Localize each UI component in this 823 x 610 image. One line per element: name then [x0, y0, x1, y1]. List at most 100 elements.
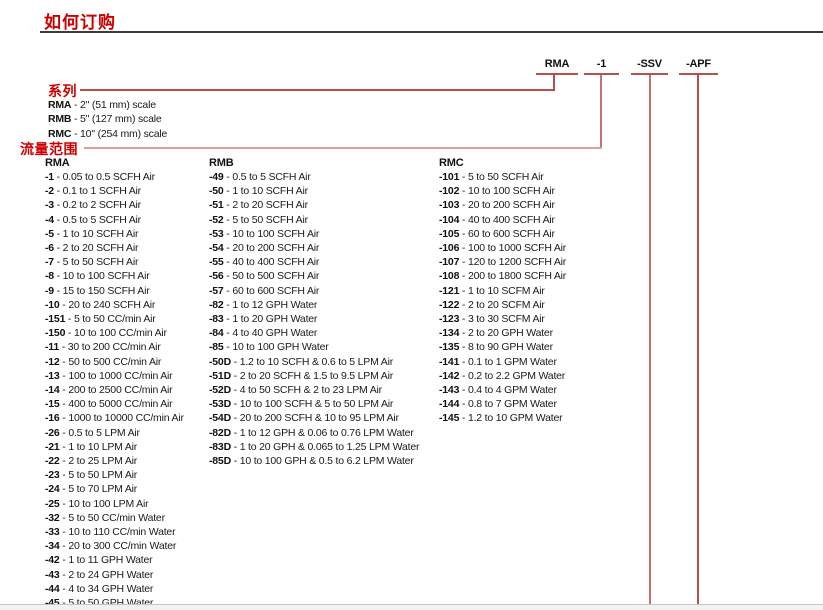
flow-range-desc: 10 to 100 SCFH & 5 to 50 LPM Air: [239, 398, 394, 411]
code-desc-separator: -: [459, 270, 468, 283]
flow-range-row: -49 - 0.5 to 5 SCFH Air: [209, 170, 419, 184]
flow-range-desc: 120 to 1200 SCFH Air: [467, 256, 567, 269]
flow-range-row: -24 - 5 to 70 LPM Air: [45, 482, 184, 496]
flow-range-desc: 50 to 500 SCFH Air: [232, 270, 320, 283]
flow-range-row: -104 - 40 to 400 SCFH Air: [439, 213, 566, 227]
code-desc-separator: -: [59, 412, 69, 425]
connector-vertical-flow-range: [600, 75, 602, 149]
code-desc-separator: -: [59, 582, 69, 595]
code-desc-separator: -: [459, 355, 468, 368]
flow-range-code: -122: [439, 298, 460, 311]
code-desc-separator: -: [459, 384, 468, 397]
flow-range-row: -33 - 10 to 110 CC/min Water: [45, 525, 184, 539]
code-desc-separator: -: [59, 483, 69, 496]
code-desc-separator: -: [459, 327, 468, 340]
flow-range-desc: 2 to 20 SCFH Air: [232, 199, 308, 212]
flow-range-desc: 1 to 11 GPH Water: [68, 554, 153, 567]
flow-range-code: -108: [439, 270, 460, 283]
flow-range-row: -53 - 10 to 100 SCFH Air: [209, 227, 419, 241]
flow-range-desc: 60 to 600 SCFH Air: [467, 227, 555, 240]
flow-range-row: -23 - 5 to 50 LPM Air: [45, 468, 184, 482]
code-underline-flow-range: [584, 73, 619, 75]
flow-range-row: -134 - 2 to 20 GPH Water: [439, 326, 566, 340]
flow-range-row: -6 - 2 to 20 SCFH Air: [45, 241, 184, 255]
flow-range-desc: 2 to 20 SCFM Air: [467, 298, 545, 311]
code-desc-separator: -: [59, 526, 69, 539]
flow-range-row: -44 - 4 to 34 GPH Water: [45, 582, 184, 596]
flow-range-row: -107 - 120 to 1200 SCFH Air: [439, 255, 566, 269]
flow-range-row: -8 - 10 to 100 SCFH Air: [45, 269, 184, 283]
flow-range-desc: 50 to 500 CC/min Air: [68, 355, 162, 368]
code-desc-separator: -: [230, 412, 240, 425]
flow-range-row: -4 - 0.5 to 5 SCFH Air: [45, 213, 184, 227]
flow-range-code: -102: [439, 185, 460, 198]
connector-horizontal-flow-range: [84, 147, 602, 149]
code-desc-separator: -: [459, 341, 468, 354]
code-desc-separator: -: [59, 426, 69, 439]
flow-range-row: -105 - 60 to 600 SCFH Air: [439, 227, 566, 241]
flow-range-row: -52 - 5 to 50 SCFH Air: [209, 213, 419, 227]
flow-range-row: -82 - 1 to 12 GPH Water: [209, 298, 419, 312]
code-underline-ssv: [631, 73, 668, 75]
connector-vertical-ssv: [649, 75, 651, 604]
flow-range-row: -10 - 20 to 240 SCFH Air: [45, 298, 184, 312]
page-bottom-edge: [0, 604, 823, 610]
flow-range-desc: 10 to 110 CC/min Water: [68, 526, 176, 539]
flow-range-code: -82D: [209, 426, 231, 439]
flow-range-desc: 10 to 100 LPM Air: [68, 497, 149, 510]
flow-range-desc: 5 to 50 SCFH Air: [467, 171, 544, 183]
code-segment-flow-range: -1: [596, 58, 607, 70]
code-underline-series: [536, 73, 578, 75]
flow-column-header-rma: RMA: [45, 157, 70, 169]
code-desc-separator: -: [223, 298, 233, 311]
flow-range-desc: 2 to 20 SCFH Air: [62, 242, 139, 255]
code-desc-separator: -: [223, 171, 233, 183]
series-item: RMB - 5" (127 mm) scale: [48, 112, 167, 126]
code-desc-separator: -: [223, 242, 233, 255]
code-desc-separator: -: [459, 185, 468, 198]
flow-range-code: -142: [439, 369, 460, 382]
flow-range-desc: 2 to 24 GPH Water: [68, 568, 154, 581]
flow-range-code: -3: [45, 199, 54, 212]
code-desc-separator: -: [59, 497, 69, 510]
flow-range-desc: 2 to 25 LPM Air: [68, 455, 138, 468]
flow-range-row: -54 - 20 to 200 SCFH Air: [209, 241, 419, 255]
flow-range-section-label: 流量范围: [20, 141, 78, 157]
flow-range-code: -9: [45, 284, 54, 297]
flow-range-row: -121 - 1 to 10 SCFM Air: [439, 284, 566, 298]
flow-range-code: -15: [45, 398, 60, 411]
flow-range-desc: 0.5 to 5 SCFH Air: [62, 213, 142, 226]
flow-range-code: -51D: [209, 369, 231, 382]
flow-range-code: -11: [45, 341, 59, 354]
flow-range-desc: 10 to 100 GPH & 0.5 to 6.2 LPM Water: [239, 455, 414, 468]
flow-range-desc: 0.1 to 1 GPM Water: [467, 355, 557, 368]
code-desc-separator: -: [59, 341, 68, 354]
code-desc-separator: -: [53, 270, 63, 283]
flow-range-row: -84 - 4 to 40 GPH Water: [209, 326, 419, 340]
flow-range-code: -7: [45, 256, 54, 269]
code-desc-separator: -: [223, 284, 233, 297]
title-underline: [40, 31, 823, 33]
code-underline-apf: [679, 73, 718, 75]
flow-range-code: -32: [45, 511, 60, 524]
flow-range-code: -51: [209, 199, 224, 212]
flow-range-row: -22 - 2 to 25 LPM Air: [45, 454, 184, 468]
flow-range-row: -55 - 40 to 400 SCFH Air: [209, 255, 419, 269]
flow-range-code: -106: [439, 242, 460, 255]
code-desc-separator: -: [459, 298, 468, 311]
flow-range-desc: 20 to 200 SCFH & 10 to 95 LPM Air: [239, 412, 399, 425]
code-desc-separator: -: [59, 298, 69, 311]
connector-vertical-series: [553, 75, 555, 91]
flow-range-code: -84: [209, 327, 224, 340]
code-desc-separator: -: [59, 355, 69, 368]
flow-range-code: -150: [45, 327, 66, 340]
series-item-desc: 10" (254 mm) scale: [80, 127, 168, 140]
flow-range-code: -43: [45, 568, 60, 581]
flow-range-row: -14 - 200 to 2500 CC/min Air: [45, 383, 184, 397]
flow-range-row: -145 - 1.2 to 10 GPM Water: [439, 411, 566, 425]
flow-range-code: -123: [439, 313, 460, 326]
code-desc-separator: -: [230, 384, 240, 397]
code-desc-separator: -: [459, 256, 468, 269]
flow-range-row: -50 - 1 to 10 SCFH Air: [209, 184, 419, 198]
code-desc-separator: -: [230, 440, 240, 453]
